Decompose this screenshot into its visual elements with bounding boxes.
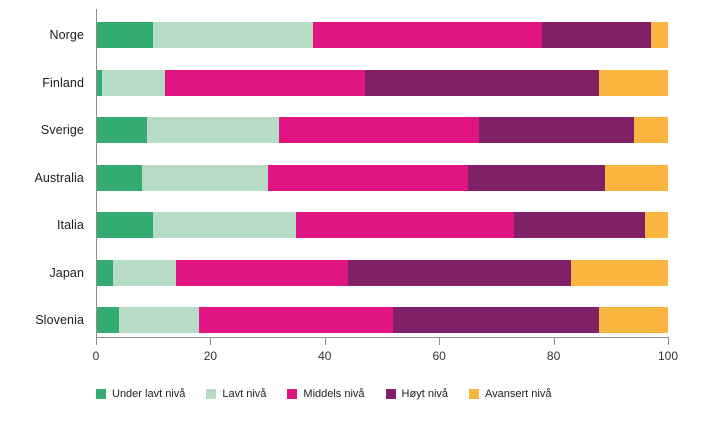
bar-track xyxy=(96,22,668,49)
x-tick-label: 80 xyxy=(546,349,561,363)
x-tick-mark xyxy=(96,337,97,345)
bar-track xyxy=(96,69,668,96)
legend-swatch xyxy=(206,389,217,399)
bar-segment-h-yt-niv xyxy=(479,117,634,144)
bar-segment-middels-niv xyxy=(267,164,468,191)
bar-segment-under-lavt-niv xyxy=(96,164,142,191)
legend-label: Lavt nivå xyxy=(222,388,267,400)
bar-track xyxy=(96,164,668,191)
x-tick-mark xyxy=(668,337,669,345)
x-axis-line xyxy=(96,337,668,338)
bar-segment-lavt-niv xyxy=(153,22,314,49)
bar-segment-lavt-niv xyxy=(101,69,165,96)
bar-track xyxy=(96,212,668,239)
bar-row: Italia xyxy=(0,202,668,250)
legend-label: Under lavt nivå xyxy=(112,388,186,400)
bar-track xyxy=(96,307,668,334)
legend-item-h-yt-niv: Høyt nivå xyxy=(385,388,449,400)
bar-row: Slovenia xyxy=(0,297,668,345)
legend-swatch xyxy=(287,389,298,399)
bar-segment-avansert-niv xyxy=(650,22,668,49)
bar-segment-middels-niv xyxy=(164,69,365,96)
bar-segment-h-yt-niv xyxy=(542,22,651,49)
bar-track xyxy=(96,117,668,144)
bar-row: Finland xyxy=(0,59,668,107)
bar-segment-under-lavt-niv xyxy=(96,307,119,334)
bar-segment-under-lavt-niv xyxy=(96,22,154,49)
category-label: Slovenia xyxy=(35,313,84,328)
legend-swatch xyxy=(469,389,480,399)
bar-segment-under-lavt-niv xyxy=(96,69,102,96)
bar-segment-middels-niv xyxy=(296,212,514,239)
bar-segment-lavt-niv xyxy=(147,117,280,144)
bar-segment-lavt-niv xyxy=(118,307,199,334)
x-tick-mark xyxy=(439,337,441,345)
bar-segment-avansert-niv xyxy=(599,307,668,334)
bar-segment-lavt-niv xyxy=(153,212,297,239)
bar-segment-lavt-niv xyxy=(113,259,177,286)
legend-item-middels-niv: Middels nivå xyxy=(287,388,365,400)
category-label: Italia xyxy=(56,218,84,233)
plot-area: Norge Finland Sverige Australia Italia Japan S… xyxy=(0,12,668,345)
category-label: Australia xyxy=(34,170,84,185)
bar-segment-middels-niv xyxy=(198,307,394,334)
category-label: Japan xyxy=(49,265,84,280)
bar-segment-avansert-niv xyxy=(633,117,668,144)
bar-row: Norge xyxy=(0,12,668,60)
bar-row: Australia xyxy=(0,154,668,202)
legend-item-avansert-niv: Avansert nivå xyxy=(469,388,551,400)
bar-segment-under-lavt-niv xyxy=(96,259,114,286)
x-tick-label: 0 xyxy=(92,349,100,363)
bar-segment-h-yt-niv xyxy=(393,307,600,334)
x-tick-label: 100 xyxy=(657,349,679,363)
bar-segment-avansert-niv xyxy=(645,212,668,239)
bar-segment-avansert-niv xyxy=(605,164,668,191)
legend-item-lavt-niv: Lavt nivå xyxy=(206,388,266,400)
bar-segment-lavt-niv xyxy=(141,164,268,191)
bar-segment-avansert-niv xyxy=(570,259,668,286)
bar-segment-under-lavt-niv xyxy=(96,212,154,239)
bar-segment-h-yt-niv xyxy=(364,69,600,96)
x-tick-mark xyxy=(210,337,212,345)
y-axis-line xyxy=(96,9,97,345)
bar-segment-h-yt-niv xyxy=(467,164,606,191)
legend-label: Middels nivå xyxy=(303,388,365,400)
x-tick-mark xyxy=(553,337,555,345)
bar-row: Sverige xyxy=(0,107,668,155)
bar-segment-h-yt-niv xyxy=(347,259,571,286)
bar-segment-avansert-niv xyxy=(599,69,668,96)
x-tick-mark xyxy=(324,337,326,345)
legend-swatch xyxy=(385,389,396,399)
legend-label: Avansert nivå xyxy=(485,388,552,400)
bar-track xyxy=(96,259,668,286)
legend: Under lavt nivå Lavt nivå Middels nivå Høyt… xyxy=(96,388,551,400)
bar-segment-under-lavt-niv xyxy=(96,117,148,144)
x-tick-label: 40 xyxy=(318,349,332,363)
category-label: Norge xyxy=(49,28,84,43)
legend-swatch xyxy=(96,389,106,399)
bar-segment-h-yt-niv xyxy=(513,212,646,239)
bar-segment-middels-niv xyxy=(313,22,543,49)
category-label: Sverige xyxy=(40,123,84,138)
bar-row: Japan xyxy=(0,249,668,297)
x-tick-label: 20 xyxy=(203,349,218,363)
category-label: Finland xyxy=(42,75,84,90)
bar-segment-middels-niv xyxy=(279,117,480,144)
x-tick-label: 60 xyxy=(432,349,446,363)
legend-label: Høyt nivå xyxy=(401,388,449,400)
legend-item-under-lavt-niv: Under lavt nivå xyxy=(96,388,185,400)
bar-segment-middels-niv xyxy=(176,259,348,286)
